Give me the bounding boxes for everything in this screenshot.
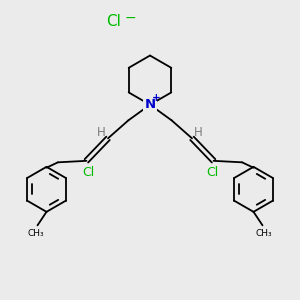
Text: +: + — [152, 93, 161, 103]
Text: Cl: Cl — [206, 166, 218, 179]
Text: CH₃: CH₃ — [256, 229, 272, 238]
Text: Cl: Cl — [106, 14, 122, 28]
Text: H: H — [97, 126, 106, 139]
Text: N: N — [144, 98, 156, 111]
Text: Cl: Cl — [82, 166, 94, 179]
Text: H: H — [194, 126, 203, 139]
Text: −: − — [125, 11, 136, 24]
Text: CH₃: CH₃ — [28, 229, 44, 238]
